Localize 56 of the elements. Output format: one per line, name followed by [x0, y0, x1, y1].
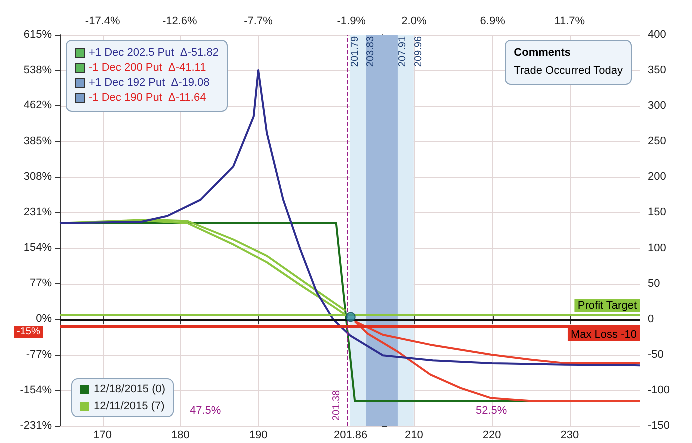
y-tick-label: 300	[648, 100, 666, 112]
x-tick-label: 190	[249, 430, 268, 442]
y-tick-label: 50	[648, 278, 660, 290]
y2-tick-label: 0%	[36, 313, 52, 326]
y2-tick-label: 231%	[24, 206, 52, 218]
x-tick-label: 170	[94, 430, 112, 442]
annotation: 52.5%	[476, 405, 508, 417]
annotation: 203.83	[366, 36, 377, 68]
x2-tick-label: 6.9%	[480, 16, 506, 28]
annotation: 207.91	[397, 36, 408, 68]
x-tick-label: 180	[171, 430, 190, 442]
annotation: +1 Dec 202.5 Put Δ-51.82	[89, 47, 219, 59]
annotation: -1 Dec 190 Put Δ-11.64	[89, 92, 206, 104]
y2-tick-label: 615%	[24, 29, 52, 41]
y-tick-label: -150	[648, 420, 670, 432]
y2-tick-label: -154%	[20, 384, 52, 396]
y-tick-label: 150	[648, 206, 666, 219]
y-tick-label: 250	[648, 136, 666, 148]
y-tick-label: -50	[648, 348, 664, 361]
ref-line-label: Profit Target	[578, 300, 637, 312]
y2-tick-label: 462%	[24, 100, 52, 112]
x2-tick-label: -7.7%	[244, 16, 274, 28]
annotation: Trade Occurred Today	[514, 64, 623, 79]
ref-line-label: -15%	[17, 326, 40, 338]
x-tick-label: 201.86	[334, 430, 368, 442]
y2-tick-label: 538%	[24, 64, 52, 77]
x2-tick-label: -17.4%	[85, 16, 120, 28]
ref-line-label: Max Loss -10	[570, 328, 637, 341]
legend-label: 12/18/2015 (0)	[94, 384, 166, 396]
annotation: Comments	[514, 46, 572, 61]
y-tick-label: 400	[648, 29, 666, 41]
ref-line-label: 201.38	[332, 390, 343, 421]
x2-tick-label: 2.0%	[402, 16, 427, 28]
y-tick-label: 100	[648, 242, 666, 254]
legend-label: 12/11/2015 (7)	[94, 400, 165, 412]
y2-tick-label: 154%	[24, 242, 52, 254]
y2-tick-label: -231%	[20, 420, 52, 432]
x-tick-label: 230	[560, 430, 580, 442]
y-tick-label: -100	[648, 384, 670, 396]
y-tick-label: 200	[648, 171, 666, 184]
y-tick-label: 0	[648, 313, 654, 326]
y2-tick-label: 308%	[24, 170, 52, 183]
x-tick-label: 220	[482, 430, 502, 442]
x-tick-label: 210	[405, 430, 424, 442]
annotation: -1 Dec 200 Put Δ-41.11	[89, 62, 206, 74]
y-tick-label: 350	[648, 64, 666, 77]
x2-tick-label: -1.9%	[337, 16, 366, 28]
y2-tick-label: 385%	[24, 135, 52, 148]
y2-tick-label: -77%	[26, 348, 52, 361]
annotation: +1 Dec 192 Put Δ-19.08	[89, 77, 210, 89]
y2-tick-label: 77%	[30, 278, 52, 290]
annotation: 47.5%	[190, 405, 222, 417]
x2-tick-label: 11.7%	[554, 16, 586, 28]
annotation: 209.96	[413, 36, 424, 68]
annotation: 201.79	[350, 36, 361, 68]
x2-tick-label: -12.6%	[162, 16, 198, 28]
